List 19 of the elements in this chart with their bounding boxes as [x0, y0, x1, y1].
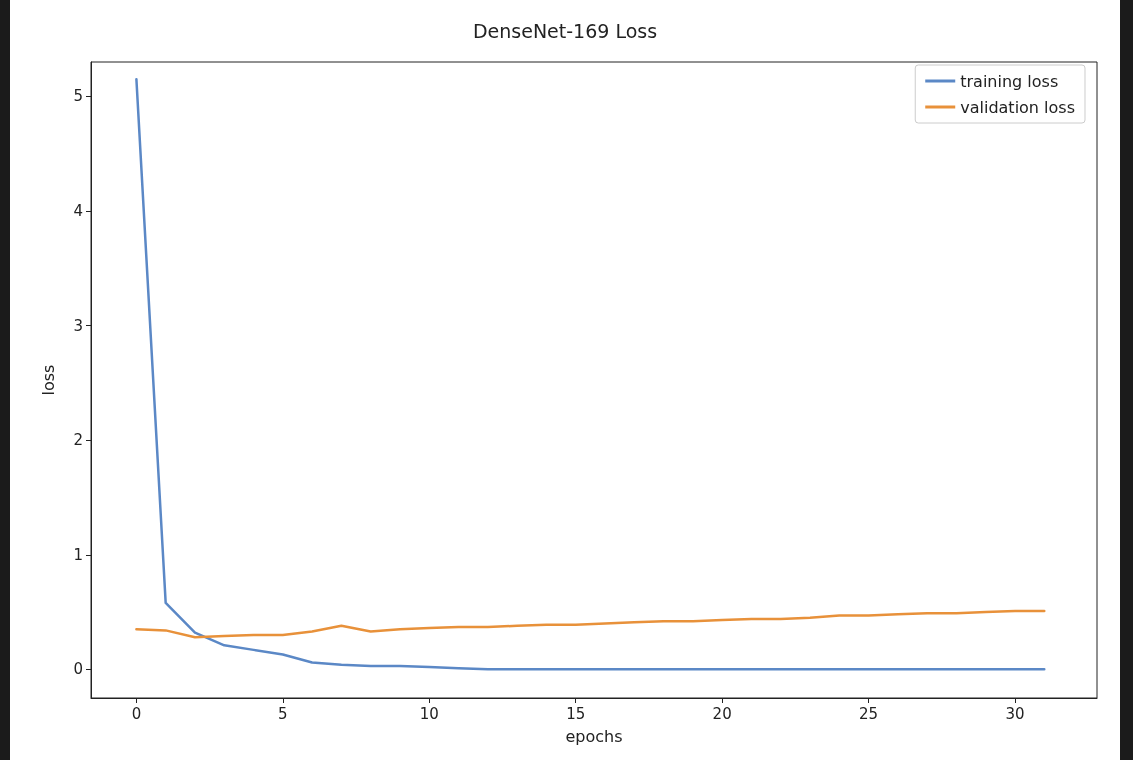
y-tick-label: 0	[73, 660, 83, 679]
x-tick-label: 25	[859, 704, 879, 723]
y-tick-label: 2	[73, 431, 83, 450]
x-tick-label: 30	[1005, 704, 1025, 723]
x-axis-title: epochs	[565, 726, 623, 746]
x-tick-label: 15	[566, 704, 586, 723]
y-axis-title: loss	[38, 364, 58, 396]
x-tick-label: 10	[419, 704, 439, 723]
x-tick-label: 0	[131, 704, 142, 723]
line-series	[135, 609, 1046, 639]
chart-title: DenseNet-169 Loss	[472, 19, 658, 42]
x-tick-label: 20	[712, 704, 732, 723]
x-tick-label: 5	[278, 704, 288, 723]
y-tick-label: 4	[73, 201, 83, 220]
y-tick-label: 3	[73, 316, 83, 335]
legend-label: training loss	[960, 71, 1059, 91]
y-tick-label: 5	[73, 87, 83, 106]
legend-label: validation loss	[960, 97, 1075, 117]
y-tick-label: 1	[73, 545, 83, 564]
